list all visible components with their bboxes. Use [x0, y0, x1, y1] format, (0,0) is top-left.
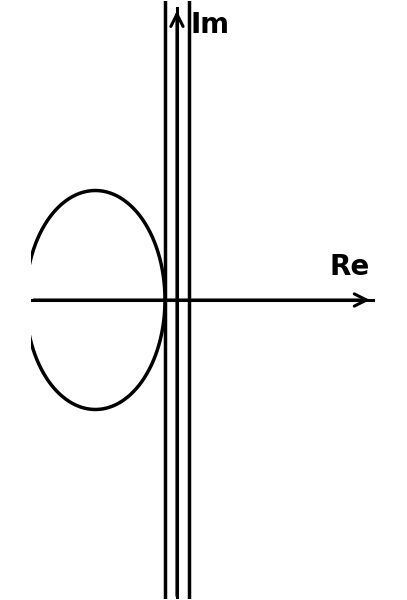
Ellipse shape [26, 191, 165, 409]
Text: Re: Re [329, 253, 370, 281]
Bar [31, 1, 165, 599]
Ellipse shape [26, 191, 165, 409]
Text: Im: Im [190, 11, 230, 40]
Bar [165, 1, 376, 599]
Bar [165, 1, 189, 599]
Bar [165, 1, 189, 599]
